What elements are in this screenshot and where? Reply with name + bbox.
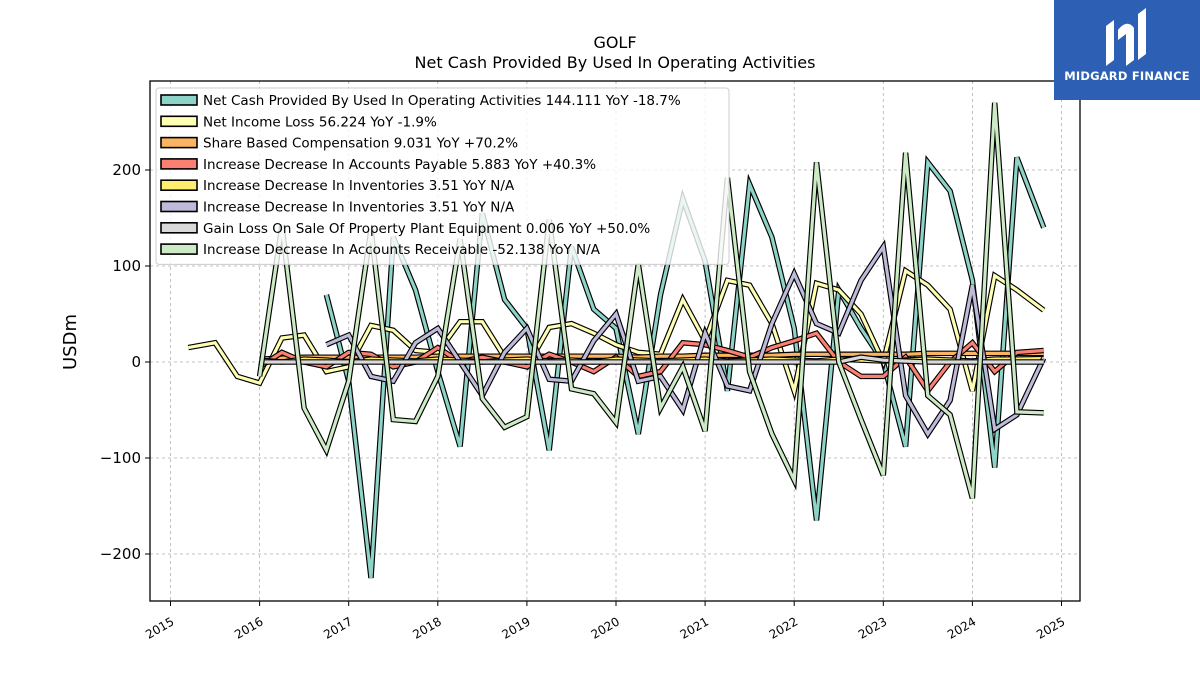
x-tick-label: 2025: [1034, 614, 1067, 641]
legend-entry: Gain Loss On Sale Of Property Plant Equi…: [203, 221, 650, 237]
legend-entry: Net Cash Provided By Used In Operating A…: [203, 93, 681, 109]
series-layer: [187, 102, 1047, 579]
legend-swatch: [160, 115, 198, 128]
legend-swatch: [160, 158, 198, 170]
legend-swatch: [160, 243, 198, 255]
legend-box: [155, 87, 730, 265]
legend-entry: Increase Decrease In Accounts Receivable…: [203, 242, 601, 258]
legend-entry: Increase Decrease In Inventories 3.51 Yo…: [203, 178, 515, 194]
series-path: [188, 268, 1045, 397]
x-tick-label: 2024: [945, 614, 978, 641]
legend-swatch: [160, 136, 198, 149]
y-axis-label: USDm: [60, 314, 81, 370]
logo-text: MIDGARD FINANCE: [1064, 69, 1190, 83]
legend-entry: Net Income Loss 56.224 YoY -1.9%: [203, 114, 437, 130]
chart-title: GOLF: [593, 33, 636, 52]
plot-frame: [149, 80, 1081, 602]
legend-entry: Increase Decrease In Accounts Payable 5.…: [203, 157, 596, 173]
x-tick-label: 2017: [321, 614, 354, 641]
legend-swatch: [160, 94, 198, 106]
y-tick-label: 200: [112, 161, 141, 179]
legend-swatch: [160, 179, 198, 191]
x-tick-label: 2015: [143, 614, 176, 641]
x-tick-label: 2016: [232, 614, 265, 641]
series-line-1: [187, 266, 1046, 402]
legend-entry: Share Based Compensation 9.031 YoY +70.2…: [203, 136, 518, 152]
x-tick-label: 2019: [499, 614, 532, 641]
legend-swatch: [160, 200, 198, 213]
x-tick-label: 2020: [589, 614, 622, 641]
legend-entry: Increase Decrease In Inventories 3.51 Yo…: [203, 200, 515, 216]
y-tick-label: 100: [112, 257, 141, 275]
legend: Net Cash Provided By Used In Operating A…: [155, 87, 730, 265]
x-tick-label: 2018: [410, 614, 443, 641]
logo-mark-icon: [1106, 8, 1146, 66]
series-path: [258, 102, 1044, 499]
y-tick-label: −100: [100, 449, 141, 467]
series-line-7: [256, 102, 1044, 500]
x-tick-label: 2023: [856, 614, 889, 641]
legend-swatch: [160, 222, 198, 234]
y-tick-label: −200: [100, 545, 141, 563]
x-tick-label: 2022: [767, 614, 800, 641]
chart-subtitle: Net Cash Provided By Used In Operating A…: [415, 53, 816, 72]
x-tick-label: 2021: [678, 614, 711, 641]
y-tick-label: 0: [131, 353, 141, 371]
brand-logo: MIDGARD FINANCE: [1054, 0, 1200, 100]
